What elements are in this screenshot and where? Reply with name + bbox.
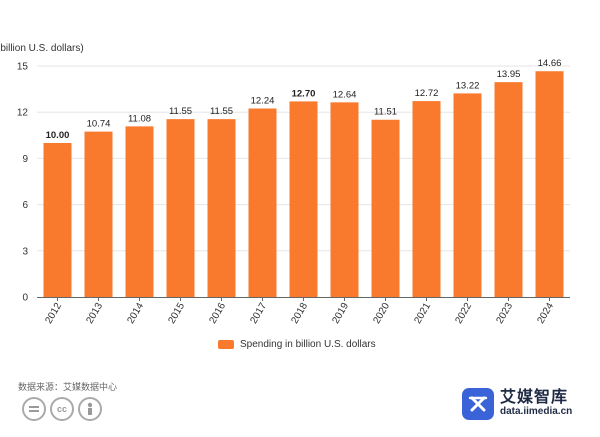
y-tick-label: 12	[17, 108, 29, 119]
cc-equals-icon	[22, 397, 46, 421]
x-tick-label: 2023	[494, 301, 515, 326]
x-tick-label: 2012	[43, 301, 64, 326]
iimedia-logo-icon	[462, 388, 494, 420]
bar	[166, 119, 195, 297]
legend-swatch	[218, 340, 234, 349]
brand-url: data.iimedia.cn	[500, 406, 573, 418]
x-tick-label: 2018	[289, 301, 310, 326]
data-label: 10.00	[46, 130, 70, 141]
cc-icon: cc	[50, 397, 74, 421]
bar	[207, 119, 236, 297]
source-text: 数据来源：艾媒数据中心	[18, 382, 118, 392]
y-tick-label: 0	[22, 293, 28, 304]
data-label: 10.74	[87, 119, 111, 130]
data-label: 11.51	[374, 107, 397, 118]
y-tick-label: 9	[22, 154, 28, 165]
cc-person-icon	[78, 397, 102, 421]
data-labels: 10.00 10.74 11.08 11.55 11.55 12.24 12.70 12.64…	[46, 58, 562, 141]
x-tick-label: 2024	[535, 301, 556, 326]
data-label: 12.70	[292, 88, 316, 99]
x-tick-label: 2014	[125, 301, 146, 326]
data-label: 11.55	[210, 106, 233, 117]
legend: Spending in billion U.S. dollars	[218, 339, 376, 350]
data-label: 11.55	[169, 106, 192, 117]
data-label: 11.08	[128, 113, 151, 124]
bar	[125, 126, 154, 297]
bar	[248, 108, 277, 297]
bar	[43, 143, 72, 297]
bar	[453, 93, 482, 297]
bars	[43, 71, 564, 298]
bar	[330, 102, 359, 298]
bar	[412, 101, 441, 297]
x-tick-label: 2019	[330, 301, 351, 326]
y-axis-title: (billion U.S. dollars)	[0, 43, 84, 54]
x-tick-label: 2022	[453, 301, 474, 326]
brand: 艾媒智库 data.iimedia.cn	[462, 388, 572, 420]
x-tick-label: 2013	[84, 301, 105, 326]
bar	[84, 131, 113, 297]
license-icons: cc	[22, 397, 102, 421]
x-tick-label: 2021	[412, 301, 433, 326]
bar	[371, 119, 400, 297]
x-tick-label: 2017	[248, 301, 269, 326]
x-tick-label: 2015	[166, 301, 187, 326]
x-tick-label: 2020	[371, 301, 392, 326]
y-tick-label: 15	[17, 62, 29, 73]
data-label: 14.66	[538, 58, 562, 69]
bar	[289, 101, 318, 297]
bar	[494, 82, 523, 297]
y-tick-label: 6	[22, 200, 28, 211]
data-label: 13.95	[497, 69, 521, 80]
data-label: 13.22	[456, 80, 480, 91]
data-label: 12.72	[415, 88, 439, 99]
data-label: 12.24	[251, 96, 275, 107]
data-label: 12.64	[333, 89, 357, 100]
legend-label: Spending in billion U.S. dollars	[240, 339, 376, 350]
bar	[535, 71, 564, 298]
x-tick-label: 2016	[207, 301, 228, 326]
brand-name: 艾媒智库	[500, 389, 569, 407]
y-tick-label: 3	[22, 246, 28, 257]
